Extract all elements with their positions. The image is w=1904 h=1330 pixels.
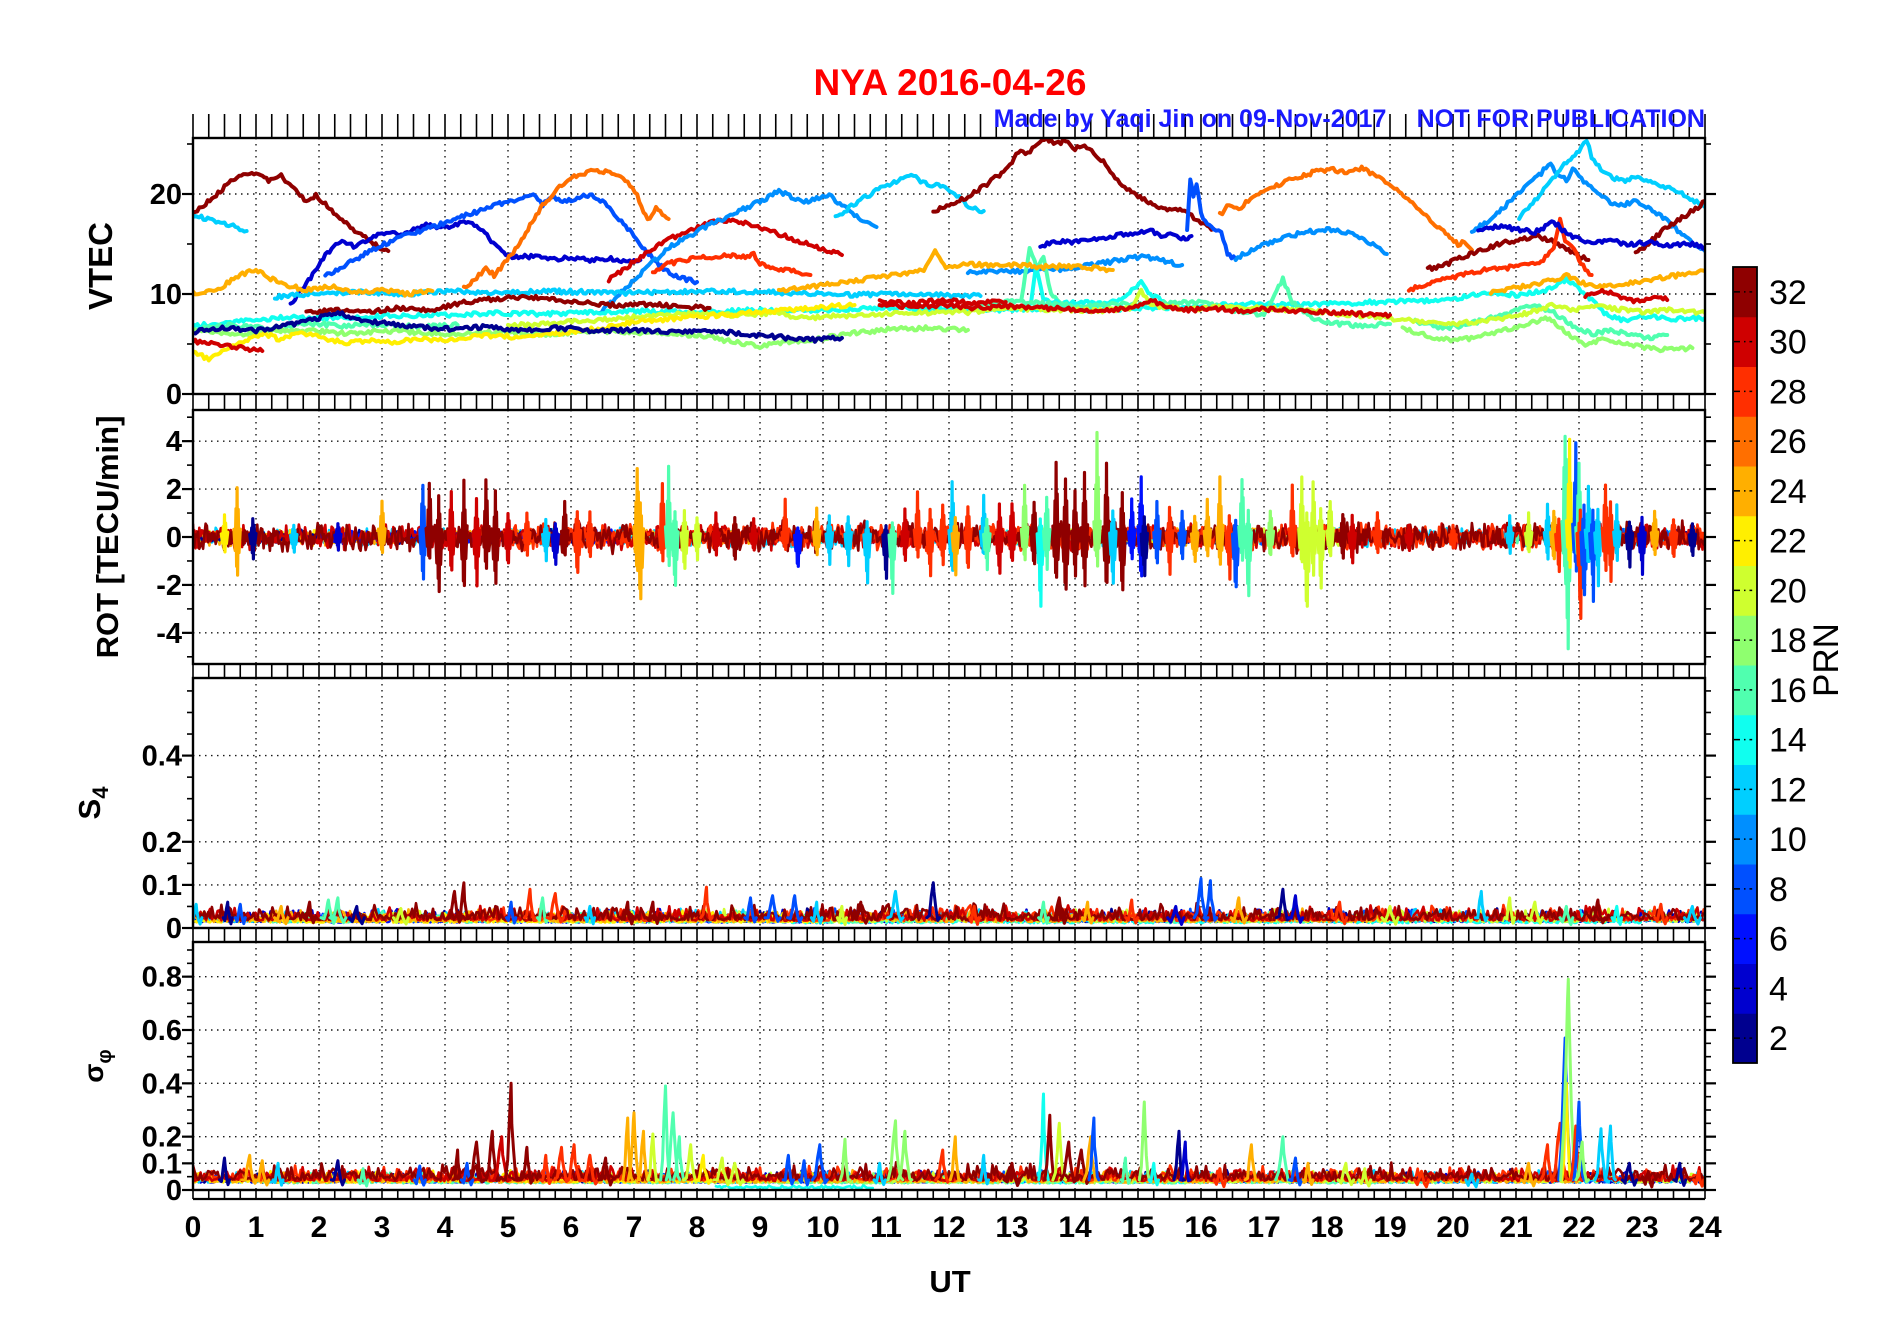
ylabel-vtec: VTEC [82,222,119,310]
y-tick-label: 0.1 [142,870,182,902]
panel-series-0 [193,138,1705,363]
not-for-publication-notice: NOT FOR PUBLICATION [1417,105,1705,133]
y-tick-label: 0.2 [142,827,182,859]
colorbar-tick-label: 32 [1769,274,1807,312]
x-tick-label: 13 [995,1211,1028,1244]
panel-series-1 [193,430,1705,651]
colorbar-tick-label: 8 [1769,871,1788,909]
colorbar-tick-label: 22 [1769,523,1807,561]
colorbar-tick-label: 14 [1769,722,1807,760]
y-tick-label: 0.2 [142,1122,182,1154]
x-tick-label: 9 [752,1211,769,1244]
x-tick-label: 18 [1310,1211,1343,1244]
colorbar-tick-label: 4 [1769,970,1788,1008]
colorbar-tick-label: 26 [1769,423,1807,461]
credit-annotation: Made by Yaqi Jin on 09-Nov-2017 [994,105,1387,133]
y-tick-label: 20 [150,179,182,211]
panel-series-3 [193,977,1705,1190]
y-tick-label: 0 [166,1175,182,1207]
x-tick-label: 19 [1373,1211,1406,1244]
x-tick-label: 15 [1121,1211,1154,1244]
x-tick-label: 12 [932,1211,965,1244]
colorbar-tick-label: 2 [1769,1020,1788,1058]
x-tick-label: 2 [311,1211,328,1244]
colorbar-tick-label: 16 [1769,672,1807,710]
x-tick-label: 0 [185,1211,202,1244]
x-tick-label: 22 [1562,1211,1595,1244]
y-tick-label: 0.4 [142,1068,182,1100]
xlabel-ut: UT [929,1264,970,1299]
x-tick-label: 24 [1688,1211,1722,1244]
y-tick-label: -2 [156,570,182,602]
x-tick-label: 6 [563,1211,580,1244]
colorbar-tick-label: 12 [1769,771,1807,809]
x-tick-label: 1 [248,1211,265,1244]
colorbar-tick-label: 28 [1769,373,1807,411]
y-tick-label: 0 [166,522,182,554]
y-tick-label: 2 [166,474,182,506]
figure-title: NYA 2016-04-26 [814,62,1087,103]
y-tick-label: 0.1 [142,1148,182,1180]
y-tick-label: 0.8 [142,962,182,994]
panel-series-2 [193,876,1705,927]
colorbar-tick-label: 30 [1769,324,1807,362]
y-tick-label: 0 [166,379,182,411]
x-tick-label: 17 [1247,1211,1280,1244]
y-tick-label: -4 [156,618,182,650]
x-tick-label: 21 [1499,1211,1532,1244]
colorbar-tick-label: 20 [1769,572,1807,610]
x-tick-label: 23 [1625,1211,1658,1244]
colorbar-label-prn: PRN [1807,623,1846,697]
ylabel-sigma-phi: σφ [78,1049,116,1082]
y-tick-label: 4 [166,426,182,458]
ylabel-rot: ROT [TECU/min] [90,416,125,659]
x-tick-label: 4 [437,1211,454,1244]
x-tick-label: 20 [1436,1211,1469,1244]
x-tick-label: 11 [870,1211,902,1244]
axis-ticks [182,114,1716,1199]
colorbar-tick-label: 10 [1769,821,1807,859]
colorbar-tick-label: 18 [1769,622,1807,660]
colorbar-tick-label: 6 [1769,921,1788,959]
x-tick-label: 7 [626,1211,643,1244]
ylabel-s4: S4 [72,786,113,820]
y-tick-label: 0 [166,913,182,945]
x-tick-label: 10 [806,1211,839,1244]
x-tick-label: 14 [1058,1211,1092,1244]
colorbar-tick-label: 24 [1769,473,1807,511]
x-tick-label: 5 [500,1211,517,1244]
data-series [193,138,1705,1190]
x-tick-label: 16 [1184,1211,1217,1244]
y-tick-label: 10 [150,279,182,311]
y-tick-label: 0.6 [142,1015,182,1047]
x-tick-label: 8 [689,1211,706,1244]
y-tick-label: 0.4 [142,741,182,773]
x-tick-label: 3 [374,1211,391,1244]
